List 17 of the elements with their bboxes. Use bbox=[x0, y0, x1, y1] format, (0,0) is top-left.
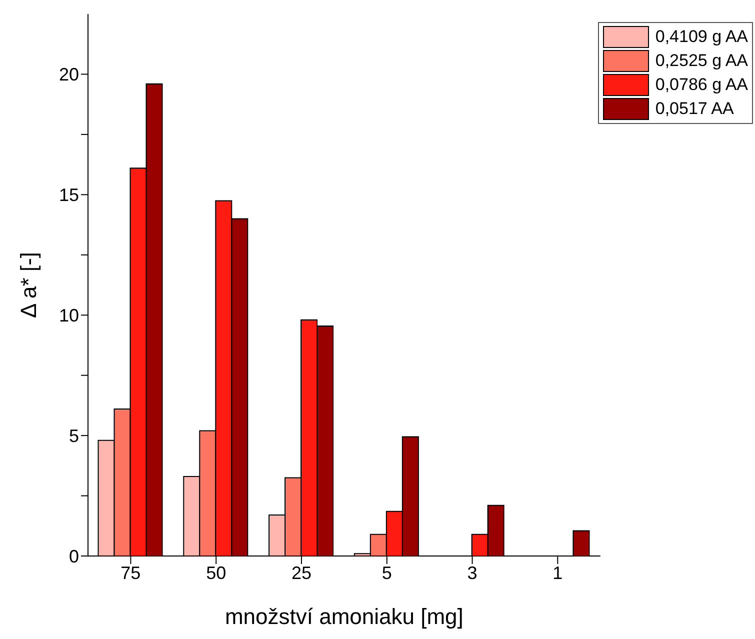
x-tick-label: 75 bbox=[120, 562, 141, 583]
x-tick-label: 1 bbox=[552, 562, 563, 583]
legend-label: 0,0786 g AA bbox=[655, 75, 748, 95]
x-tick-label: 5 bbox=[382, 562, 392, 583]
y-tick-label: 15 bbox=[58, 185, 79, 206]
y-axis-title: Δ a* [-] bbox=[16, 252, 41, 318]
legend-label: 0,0517 AA bbox=[655, 99, 734, 119]
x-tick-label: 3 bbox=[467, 562, 478, 583]
legend-label: 0,4109 g AA bbox=[655, 27, 748, 47]
x-tick-label: 25 bbox=[291, 562, 312, 583]
y-tick-label: 10 bbox=[58, 306, 79, 326]
x-axis-title: množství amoniaku [mg] bbox=[224, 604, 464, 629]
x-tick-label: 50 bbox=[206, 562, 226, 583]
legend-label: 0,2525 g AA bbox=[655, 51, 748, 71]
y-tick-label: 0 bbox=[68, 546, 79, 566]
y-tick-label: 5 bbox=[68, 426, 79, 446]
y-tick-label: 20 bbox=[58, 64, 79, 85]
